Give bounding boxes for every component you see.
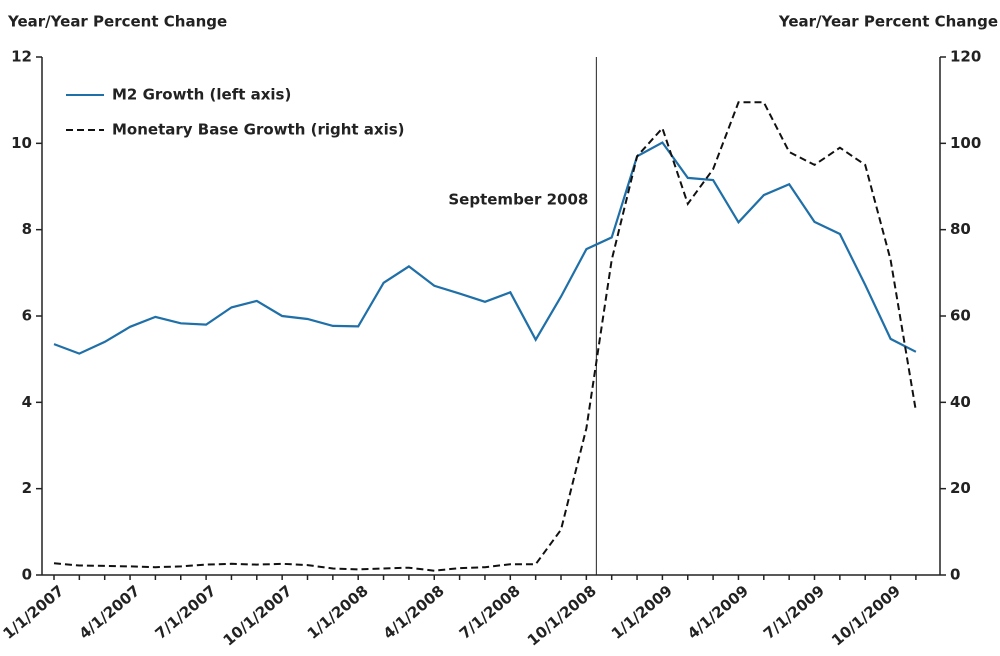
x-tick-label: 10/1/2007 — [220, 582, 296, 650]
y2-tick-label: 20 — [950, 479, 971, 497]
y2-tick-label: 80 — [950, 220, 971, 238]
x-tick-label: 7/1/2007 — [152, 582, 220, 643]
x-tick-label: 1/1/2009 — [608, 582, 676, 643]
y-tick-label: 0 — [22, 566, 32, 584]
y-tick-label: 12 — [11, 48, 32, 66]
x-tick-label: 10/1/2009 — [828, 582, 904, 650]
x-tick-label: 1/1/2007 — [0, 582, 67, 643]
y-tick-label: 2 — [22, 479, 32, 497]
y-axis-title: Year/Year Percent Change — [7, 13, 227, 31]
annotation: September 2008 — [448, 191, 588, 209]
legend-label: Monetary Base Growth (right axis) — [112, 121, 405, 139]
legend-label: M2 Growth (left axis) — [112, 86, 291, 104]
y2-tick-label: 60 — [950, 307, 971, 325]
y2-tick-label: 100 — [950, 134, 981, 152]
y-tick-label: 10 — [11, 134, 32, 152]
y-tick-label: 4 — [22, 393, 32, 411]
series-line — [53, 101, 917, 572]
x-tick-label: 4/1/2007 — [76, 582, 144, 643]
series-line — [53, 141, 917, 355]
y2-tick-label: 120 — [950, 48, 981, 66]
x-tick-label: 4/1/2009 — [684, 582, 752, 643]
x-tick-label: 7/1/2008 — [456, 582, 524, 643]
x-tick-label: 1/1/2008 — [304, 582, 372, 643]
y-tick-label: 8 — [22, 220, 32, 238]
y2-tick-label: 0 — [950, 566, 960, 584]
x-tick-label: 4/1/2008 — [380, 582, 448, 643]
y2-tick-label: 40 — [950, 393, 971, 411]
x-tick-label: 10/1/2008 — [524, 582, 600, 650]
x-tick-label: 7/1/2009 — [760, 582, 828, 643]
y2-axis-title: Year/Year Percent Change — [778, 13, 998, 31]
y-tick-label: 6 — [22, 307, 32, 325]
